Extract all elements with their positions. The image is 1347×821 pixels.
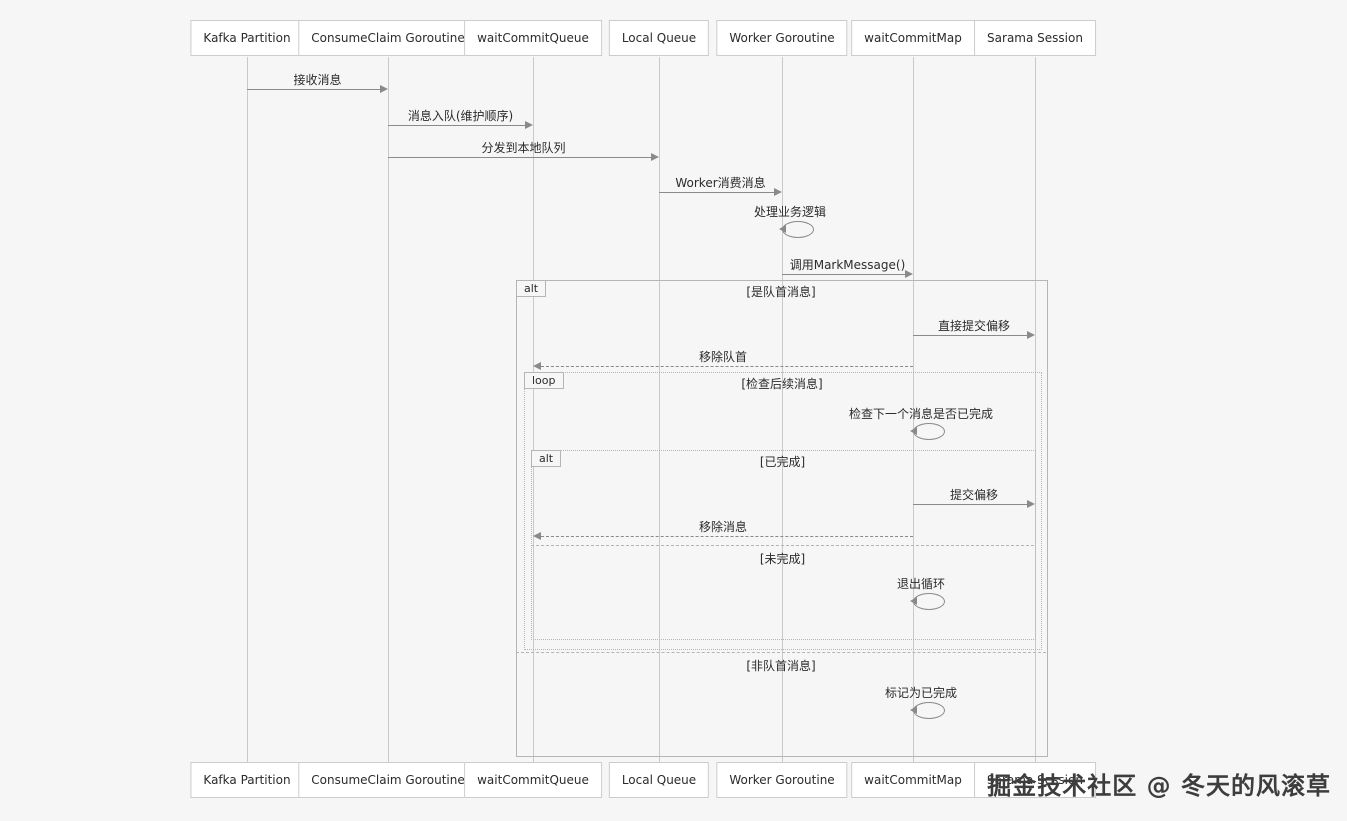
- participant-box: waitCommitQueue: [464, 20, 602, 56]
- participant-box: waitCommitQueue: [464, 762, 602, 798]
- message-line: [782, 274, 905, 275]
- frame-label: alt: [531, 450, 562, 467]
- message-line: [913, 335, 1027, 336]
- message-label: 消息入队(维护顺序): [407, 109, 514, 123]
- participant-box: Worker Goroutine: [716, 20, 848, 56]
- lifeline: [1035, 57, 1036, 762]
- message-label: 直接提交偏移: [937, 319, 1011, 333]
- frame-divider-condition: [非队首消息]: [746, 659, 816, 673]
- participant-box: waitCommitMap: [851, 20, 975, 56]
- self-loop-arrow: [913, 702, 945, 719]
- frame-condition: [已完成]: [759, 455, 806, 469]
- self-loop-arrowhead-icon: [779, 225, 786, 233]
- message-line: [388, 125, 525, 126]
- message-line: [541, 536, 913, 537]
- message-line: [659, 192, 774, 193]
- message-line: [388, 157, 651, 158]
- participant-box: Local Queue: [608, 762, 710, 798]
- self-loop-arrow: [913, 423, 945, 440]
- message-label: 分发到本地队列: [481, 141, 566, 155]
- message-label: 接收消息: [293, 73, 342, 87]
- participant-box: Kafka Partition: [190, 20, 304, 56]
- participant-box: Local Queue: [608, 20, 710, 56]
- lifeline: [388, 57, 389, 762]
- participant-box: ConsumeClaim Goroutine: [298, 762, 478, 798]
- lifeline: [659, 57, 660, 762]
- participant-box: Kafka Partition: [190, 762, 304, 798]
- self-loop-arrowhead-icon: [910, 427, 917, 435]
- lifeline: [533, 57, 534, 762]
- frame-label: alt: [516, 280, 547, 297]
- arrowhead-icon: [1027, 500, 1035, 508]
- arrowhead-icon: [525, 121, 533, 129]
- message-label: Worker消费消息: [675, 176, 766, 190]
- arrowhead-icon: [905, 270, 913, 278]
- self-message-label: 标记为已完成: [884, 686, 958, 700]
- loop-frame: [524, 372, 1042, 650]
- arrowhead-icon: [774, 188, 782, 196]
- arrowhead-icon: [533, 532, 541, 540]
- message-label: 移除队首: [698, 350, 748, 364]
- frame-label: loop: [524, 372, 564, 389]
- participant-box: Sarama Session: [974, 762, 1096, 798]
- participant-box: ConsumeClaim Goroutine: [298, 20, 478, 56]
- alt-frame: [516, 280, 1048, 757]
- lifeline: [913, 57, 914, 762]
- arrowhead-icon: [1027, 331, 1035, 339]
- message-label: 移除消息: [698, 520, 748, 534]
- message-line: [541, 366, 913, 367]
- message-label: 提交偏移: [949, 488, 999, 502]
- self-message-label: 处理业务逻辑: [753, 205, 827, 219]
- self-message-label: 退出循环: [896, 577, 946, 591]
- lifeline: [782, 57, 783, 762]
- frame-condition: [是队首消息]: [746, 285, 816, 299]
- self-loop-arrowhead-icon: [910, 706, 917, 714]
- self-message-label: 检查下一个消息是否已完成: [848, 407, 994, 421]
- message-label: 调用MarkMessage(): [789, 258, 906, 272]
- frame-divider: [516, 652, 1046, 653]
- participant-box: Sarama Session: [974, 20, 1096, 56]
- participant-box: Worker Goroutine: [716, 762, 848, 798]
- self-loop-arrow: [782, 221, 814, 238]
- self-loop-arrowhead-icon: [910, 597, 917, 605]
- frame-condition: [检查后续消息]: [741, 377, 823, 391]
- message-line: [247, 89, 380, 90]
- message-line: [913, 504, 1027, 505]
- frame-divider: [531, 545, 1034, 546]
- participant-box: waitCommitMap: [851, 762, 975, 798]
- arrowhead-icon: [380, 85, 388, 93]
- arrowhead-icon: [651, 153, 659, 161]
- watermark: 掘金技术社区 @ 冬天的风滚草: [987, 772, 1331, 800]
- lifeline: [247, 57, 248, 762]
- arrowhead-icon: [533, 362, 541, 370]
- frame-divider-condition: [未完成]: [759, 552, 806, 566]
- self-loop-arrow: [913, 593, 945, 610]
